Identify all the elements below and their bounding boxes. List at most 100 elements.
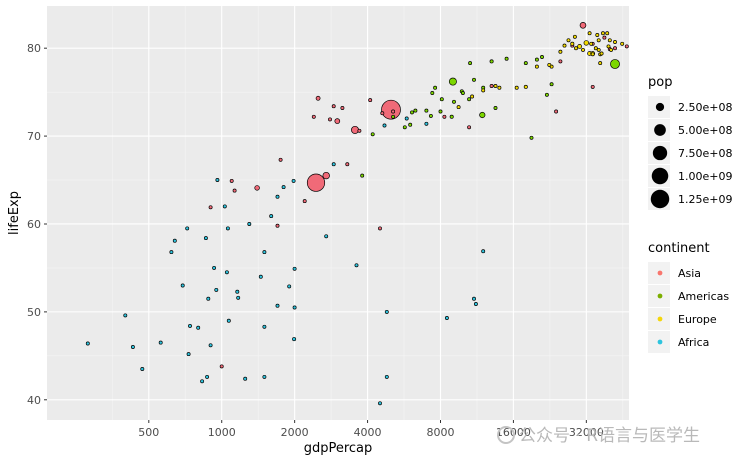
size-legend-label: 5.00e+08 [678,124,732,137]
x-tick-label: 8000 [426,426,454,439]
y-axis-ticks: 40 50 60 70 80 [27,42,47,407]
data-point-europe [599,51,604,56]
data-point-asia [467,125,472,130]
data-point-americas [449,114,454,119]
data-point-europe [587,31,592,36]
data-point-africa [222,204,227,209]
data-point-africa [258,274,263,279]
size-legend-dot [652,145,668,161]
color-legend-label: Europe [678,313,717,326]
size-legend-title: pop [648,75,672,90]
data-point-europe [497,85,502,90]
data-point-asia [340,106,345,110]
data-point-africa [235,289,240,294]
data-point-asia [232,188,237,193]
data-point-americas [439,97,444,102]
data-point-americas [540,55,544,59]
data-point-africa [203,236,208,241]
data-point-americas [438,109,443,114]
data-point-asia [345,162,350,167]
data-point-africa [169,250,174,255]
data-point-americas [424,108,429,113]
data-point-africa [158,340,163,345]
data-point-americas [413,108,418,113]
data-point-americas [430,91,435,95]
data-point-americas [428,113,433,118]
data-point-americas [479,111,486,119]
data-point-americas [529,135,534,140]
data-point-europe [589,41,594,46]
color-legend-label: Americas [678,290,729,303]
data-point-africa [384,374,389,379]
size-legend-label: 7.50e+08 [678,147,732,160]
data-point-africa [331,162,336,167]
color-legend-label: Africa [678,336,709,349]
data-point-asia [357,128,362,133]
data-point-africa [324,234,329,239]
data-point-africa [200,379,205,384]
data-point-africa [206,296,211,301]
size-legend-dot [650,189,670,209]
data-point-asia [489,84,494,88]
data-point-africa [281,185,286,190]
y-tick-label: 60 [27,218,41,231]
data-point-europe [596,47,601,52]
data-point-asia [558,59,563,64]
color-legend: Asia Americas Europe Africa [648,262,729,353]
y-tick-label: 80 [27,42,41,55]
data-point-africa [275,303,280,308]
data-point-europe [493,84,498,88]
data-point-americas [410,110,414,115]
data-point-europe [547,62,552,67]
data-point-africa [424,121,429,126]
color-legend-dot [657,339,663,345]
data-point-africa [140,367,145,371]
size-legend-dot [651,167,669,185]
data-point-africa [292,266,297,271]
data-point-africa [85,341,90,346]
data-point-africa [404,116,409,121]
data-point-africa [205,374,210,379]
data-point-europe [596,38,601,43]
x-tick-label: 4000 [354,426,382,439]
data-point-europe [605,31,610,36]
data-point-africa [180,283,185,288]
data-point-europe [609,47,614,52]
data-point-europe [606,44,611,49]
data-point-africa [224,270,229,275]
data-point-americas [493,106,498,110]
data-point-africa [262,250,267,255]
data-point-asia [306,173,326,192]
data-point-europe [572,34,577,39]
data-point-americas [402,125,407,130]
data-point-asia [442,114,447,119]
x-axis-title: gdpPercap [304,441,373,456]
data-point-europe [581,47,585,52]
data-point-asia [602,35,607,40]
size-legend: 2.50e+08 5.00e+08 7.50e+08 1.00e+09 1.25e+09 [648,96,732,210]
data-point-africa [196,325,201,330]
data-point-americas [610,59,620,69]
data-point-europe [562,43,567,48]
data-point-asia [229,178,234,183]
data-point-africa [473,302,478,306]
data-point-americas [452,99,456,104]
data-point-africa [215,178,220,182]
data-point-asia [219,364,224,369]
data-point-asia [579,21,587,29]
color-legend-label: Asia [678,267,701,280]
y-tick-label: 50 [27,306,41,319]
size-legend-label: 1.25e+09 [678,193,732,206]
data-point-africa [123,313,128,318]
data-point-africa [354,263,359,268]
data-point-africa [444,316,449,320]
data-point-africa [225,226,230,231]
data-points [85,21,629,406]
data-point-africa [292,305,297,310]
data-point-europe [481,88,486,93]
data-point-europe [598,61,603,66]
data-point-africa [472,296,476,301]
data-point-asia [613,46,617,51]
size-legend-dot [655,102,665,112]
